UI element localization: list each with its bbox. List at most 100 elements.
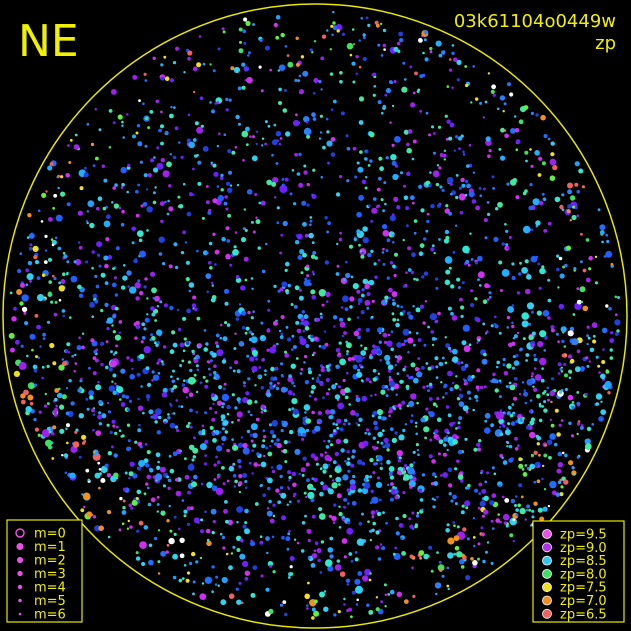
star (404, 423, 408, 426)
star (123, 264, 126, 267)
star (263, 454, 266, 458)
star (249, 356, 255, 362)
star (449, 182, 453, 186)
star (157, 372, 161, 375)
star (36, 276, 41, 280)
star (419, 498, 424, 502)
star (487, 212, 491, 216)
star (174, 265, 179, 270)
star (567, 182, 573, 189)
star (311, 377, 315, 380)
star (436, 396, 440, 401)
star (314, 541, 319, 545)
star (306, 274, 310, 278)
star (296, 541, 300, 545)
star (445, 434, 449, 438)
star (497, 513, 501, 516)
star (559, 204, 564, 210)
star (409, 419, 414, 424)
star (151, 312, 156, 317)
star (224, 301, 229, 306)
star (610, 262, 614, 266)
star (473, 544, 476, 548)
star (502, 424, 506, 428)
star (101, 413, 107, 419)
star (570, 201, 578, 209)
star (184, 474, 190, 480)
star (290, 381, 295, 385)
star (168, 206, 174, 212)
star (208, 208, 212, 212)
star (121, 120, 124, 124)
star (258, 65, 262, 69)
star (600, 373, 606, 380)
star (191, 551, 196, 557)
star (212, 232, 216, 236)
star (232, 545, 236, 549)
star (216, 185, 220, 188)
star (568, 376, 572, 380)
star (95, 348, 98, 352)
star (119, 496, 123, 501)
star (293, 492, 297, 496)
star (201, 216, 205, 220)
star (488, 295, 492, 299)
star (457, 474, 464, 480)
star (167, 416, 171, 420)
star (456, 551, 463, 558)
star (380, 600, 384, 604)
star (508, 458, 514, 463)
star (533, 387, 538, 392)
star (251, 365, 258, 373)
star (431, 459, 436, 464)
star (247, 377, 251, 381)
star (412, 450, 416, 454)
star (174, 425, 179, 429)
star (49, 162, 54, 166)
star (393, 46, 399, 52)
star (384, 354, 391, 361)
star (392, 317, 397, 322)
star (374, 275, 378, 279)
star (388, 375, 392, 379)
star (552, 164, 558, 171)
star (162, 387, 168, 393)
star (209, 359, 213, 363)
star (446, 523, 450, 527)
star (388, 466, 395, 472)
star (87, 200, 95, 208)
star (238, 481, 243, 486)
star (440, 381, 443, 384)
legends: m=0m=1m=2m=3m=4m=5m=6zp=9.5zp=9.0zp=8.5z… (15, 527, 607, 623)
star (462, 324, 470, 332)
star (512, 518, 516, 522)
star (147, 173, 152, 178)
magnitude-swatch (17, 570, 23, 577)
star (408, 474, 413, 480)
star (97, 381, 100, 384)
star (201, 424, 205, 428)
star (353, 330, 360, 337)
star (615, 332, 619, 336)
star (275, 130, 282, 137)
star (287, 61, 294, 68)
star (18, 361, 27, 370)
star (503, 371, 509, 376)
star (567, 354, 573, 359)
star (299, 372, 303, 375)
zp-swatch (542, 608, 552, 619)
star (179, 449, 182, 453)
star (419, 110, 423, 113)
star (168, 454, 172, 458)
star (355, 422, 358, 425)
star (330, 152, 336, 157)
star (411, 157, 415, 161)
star (368, 609, 374, 615)
star (518, 415, 521, 419)
star (305, 418, 312, 424)
star (499, 95, 506, 101)
star (531, 331, 536, 336)
star (304, 514, 307, 518)
star (335, 476, 342, 483)
